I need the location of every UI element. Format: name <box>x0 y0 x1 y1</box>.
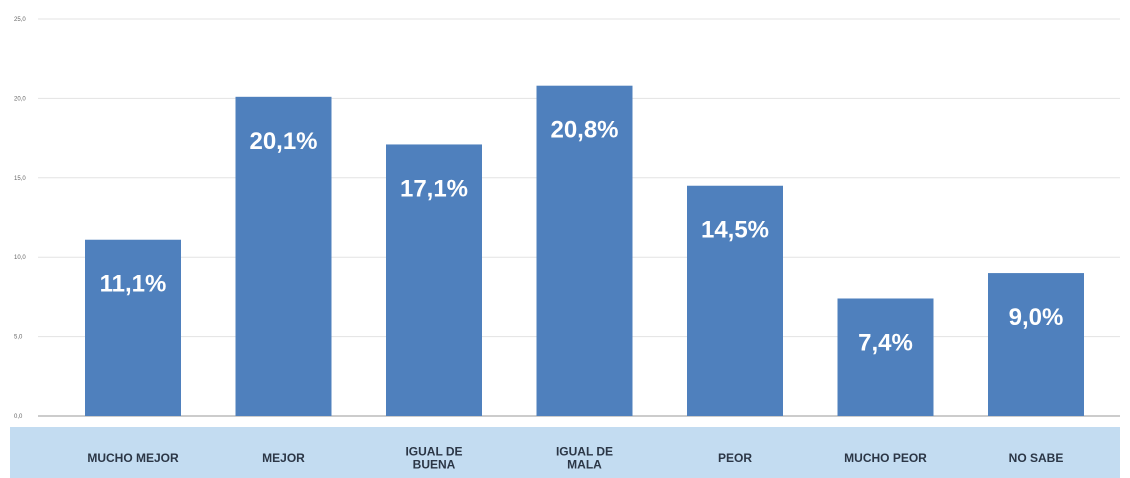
category-label: MUCHO PEOR <box>844 451 927 465</box>
category-label-line: BUENA <box>413 458 456 472</box>
category-band <box>10 427 1120 478</box>
category-label-line: MEJOR <box>262 451 305 465</box>
category-label: NO SABE <box>1009 451 1064 465</box>
y-tick-label: 0,0 <box>14 414 23 420</box>
bar <box>235 96 332 416</box>
data-label: 11,1% <box>100 271 167 298</box>
data-label: 20,8% <box>550 117 618 144</box>
y-tick-label: 10,0 <box>14 255 26 261</box>
data-label: 9,0% <box>1009 304 1064 331</box>
category-label: MEJOR <box>262 451 305 465</box>
bar <box>85 239 181 416</box>
category-label-line: MALA <box>567 458 602 472</box>
bar <box>988 273 1084 416</box>
data-label: 20,1% <box>249 128 317 155</box>
category-label: MUCHO MEJOR <box>87 451 179 465</box>
data-label: 17,1% <box>400 175 468 202</box>
category-label-line: MUCHO MEJOR <box>87 451 179 465</box>
category-label: IGUAL DE MALA <box>556 445 613 472</box>
category-label-line: IGUAL DE <box>405 445 462 459</box>
category-label-line: MUCHO PEOR <box>844 451 927 465</box>
y-tick-label: 25,0 <box>14 17 26 23</box>
y-axis-ticks: 0,0 5,0 10,0 15,0 20,0 25,0 <box>14 17 26 420</box>
data-label: 14,5% <box>701 217 769 244</box>
bar <box>687 185 783 416</box>
y-tick-label: 20,0 <box>14 96 26 102</box>
data-label: 7,4% <box>858 329 913 356</box>
y-tick-label: 15,0 <box>14 176 26 182</box>
bar <box>386 144 482 416</box>
y-tick-label: 5,0 <box>14 335 23 341</box>
category-label-line: IGUAL DE <box>556 445 613 459</box>
category-label: PEOR <box>718 451 752 465</box>
bar <box>536 85 633 417</box>
category-label: IGUAL DE BUENA <box>405 445 462 472</box>
category-label-line: NO SABE <box>1009 451 1064 465</box>
category-label-line: PEOR <box>718 451 752 465</box>
bar <box>837 298 934 416</box>
data-labels: 11,1% 20,1% 17,1% 20,8% 14,5% 7,4% 9,0% <box>100 117 1064 357</box>
bars <box>85 85 1084 417</box>
